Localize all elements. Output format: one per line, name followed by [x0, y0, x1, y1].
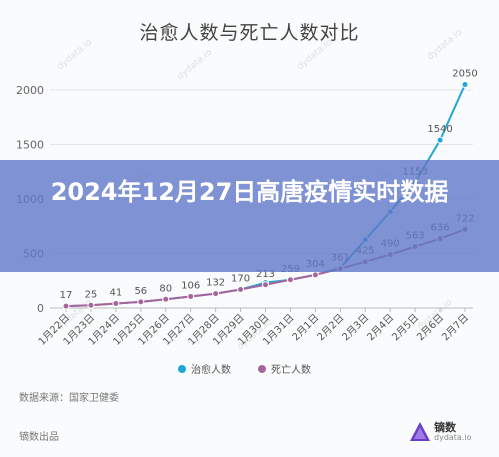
x-tick-label: 2月3日: [340, 312, 372, 344]
data-label: 41: [110, 288, 123, 299]
data-point: [162, 295, 170, 303]
footer-credit: 镝数出品: [19, 432, 59, 443]
x-tick-label: 2月5日: [390, 312, 422, 344]
data-point: [286, 276, 294, 284]
x-tick-label: 2月7日: [439, 312, 471, 344]
data-label: 1540: [427, 124, 452, 135]
x-tick-label: 2月4日: [365, 312, 397, 344]
data-label: 132: [206, 278, 225, 289]
data-point: [137, 298, 145, 306]
data-point: [112, 300, 120, 308]
data-point: [87, 301, 95, 309]
data-label: 2050: [452, 69, 477, 80]
watermark-text: dydata.io: [176, 47, 215, 82]
data-point: [461, 81, 469, 89]
data-label: 17: [60, 290, 73, 301]
data-point: [212, 290, 220, 298]
legend-label: 死亡人数: [271, 363, 311, 376]
y-tick-label: 1500: [16, 139, 44, 152]
data-point: [262, 281, 269, 289]
watermark-text: dydata.io: [56, 37, 95, 72]
x-tick-label: 2月1日: [290, 312, 322, 344]
legend-label: 治愈人数: [191, 363, 231, 376]
brand-site: dydata.io: [434, 433, 472, 442]
x-tick-label: 2月2日: [315, 312, 347, 344]
source-note: 数据来源：国家卫健委: [19, 393, 119, 404]
watermark-text: dydata.io: [296, 37, 335, 72]
overlay-title: 2024年12月27日高唐疫情实时数据: [50, 178, 449, 206]
legend-marker: [258, 365, 266, 373]
data-label: 213: [256, 269, 275, 280]
data-point: [436, 136, 444, 144]
data-point: [311, 271, 319, 279]
brand-logo: 镝数 dydata.io: [408, 418, 492, 446]
y-tick-label: 2000: [16, 84, 44, 97]
data-label: 25: [85, 289, 98, 300]
overlay-banner: [0, 160, 499, 272]
brand-name: 镝数: [434, 421, 456, 434]
legend-marker: [178, 365, 186, 373]
data-point: [237, 285, 245, 293]
data-label: 106: [181, 280, 200, 291]
data-point: [62, 302, 70, 310]
dydata-logo-icon: [410, 422, 430, 441]
data-point: [187, 292, 195, 300]
data-label: 56: [134, 286, 147, 297]
chart-title: 治愈人数与死亡人数对比: [139, 22, 360, 44]
data-label: 80: [159, 283, 172, 294]
data-label: 170: [231, 273, 250, 284]
y-tick-label: 0: [37, 302, 44, 315]
watermark-text: dydata.io: [426, 27, 465, 62]
